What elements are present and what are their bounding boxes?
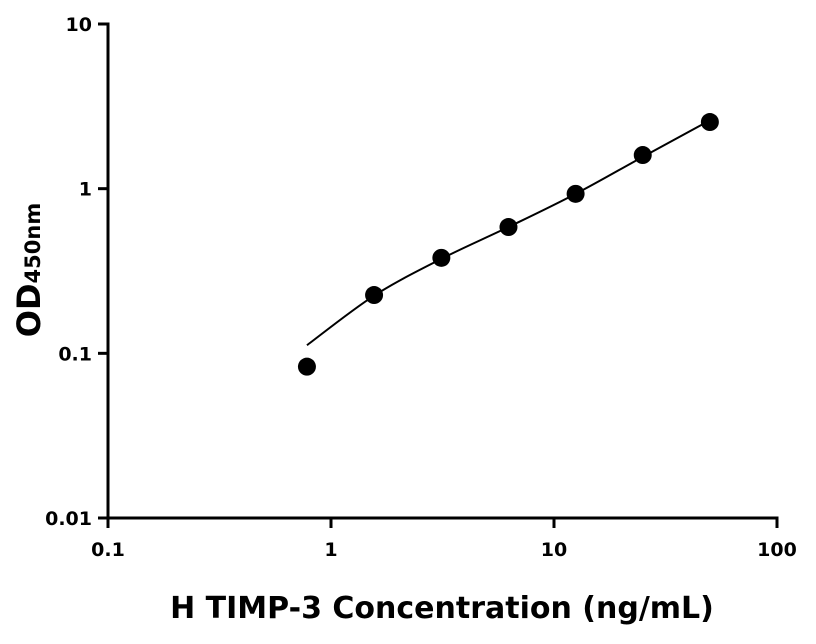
x-axis-label: H TIMP-3 Concentration (ng/mL) [170, 591, 714, 626]
data-point [297, 357, 316, 376]
data-point [432, 248, 451, 267]
data-point [566, 184, 585, 203]
data-point [700, 113, 719, 132]
x-tick-label: 100 [757, 539, 797, 561]
y-tick-label: 1 [79, 179, 92, 201]
y-axis-label: OD450nm [10, 203, 48, 337]
x-tick-label: 0.1 [91, 539, 125, 561]
data-point [633, 146, 652, 165]
axes: 0.1 1 10 100 0.01 0.1 1 10 [45, 14, 797, 561]
data-points [297, 113, 719, 376]
y-axis-label-main: OD [10, 283, 48, 337]
data-point [499, 218, 518, 237]
y-tick-label: 10 [66, 14, 92, 36]
x-tick-label: 1 [324, 539, 337, 561]
y-axis-label-subscript: 450nm [21, 203, 45, 284]
y-tick-label: 0.01 [45, 508, 92, 530]
data-point [365, 286, 384, 305]
y-tick-label: 0.1 [58, 343, 92, 365]
x-tick-label: 10 [541, 539, 567, 561]
